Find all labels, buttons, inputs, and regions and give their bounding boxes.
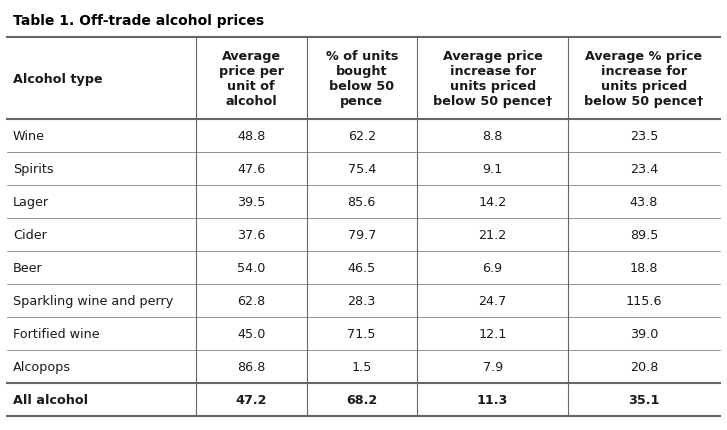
Text: 47.6: 47.6 (237, 163, 265, 176)
Text: 1.5: 1.5 (352, 360, 372, 373)
Text: 54.0: 54.0 (237, 261, 265, 275)
Text: Sparkling wine and perry: Sparkling wine and perry (13, 295, 173, 307)
Text: 85.6: 85.6 (348, 196, 376, 209)
Text: 35.1: 35.1 (628, 393, 659, 406)
Text: 24.7: 24.7 (478, 295, 507, 307)
Text: 37.6: 37.6 (237, 229, 265, 242)
Text: 9.1: 9.1 (483, 163, 503, 176)
Text: 62.8: 62.8 (237, 295, 265, 307)
Text: 11.3: 11.3 (477, 393, 508, 406)
Text: Fortified wine: Fortified wine (13, 327, 100, 340)
Text: 39.0: 39.0 (630, 327, 658, 340)
Text: 86.8: 86.8 (237, 360, 265, 373)
Text: 12.1: 12.1 (478, 327, 507, 340)
Text: 43.8: 43.8 (630, 196, 658, 209)
Text: 45.0: 45.0 (237, 327, 265, 340)
Text: Average % price
increase for
units priced
below 50 pence†: Average % price increase for units price… (585, 50, 704, 108)
Text: 62.2: 62.2 (348, 130, 376, 143)
Text: Wine: Wine (13, 130, 45, 143)
Text: Alcopops: Alcopops (13, 360, 71, 373)
Text: 39.5: 39.5 (237, 196, 265, 209)
Text: 48.8: 48.8 (237, 130, 265, 143)
Text: 20.8: 20.8 (630, 360, 658, 373)
Text: Spirits: Spirits (13, 163, 54, 176)
Text: 47.2: 47.2 (236, 393, 267, 406)
Text: 18.8: 18.8 (630, 261, 658, 275)
Text: Average
price per
unit of
alcohol: Average price per unit of alcohol (219, 50, 284, 108)
Text: 14.2: 14.2 (478, 196, 507, 209)
Text: 79.7: 79.7 (348, 229, 376, 242)
Text: 7.9: 7.9 (483, 360, 503, 373)
Text: 23.5: 23.5 (630, 130, 658, 143)
Text: All alcohol: All alcohol (13, 393, 88, 406)
Text: 71.5: 71.5 (348, 327, 376, 340)
Text: 8.8: 8.8 (483, 130, 503, 143)
Text: 23.4: 23.4 (630, 163, 658, 176)
Text: 115.6: 115.6 (626, 295, 662, 307)
Text: 68.2: 68.2 (346, 393, 377, 406)
Text: 6.9: 6.9 (483, 261, 502, 275)
Text: 46.5: 46.5 (348, 261, 376, 275)
Text: Table 1. Off-trade alcohol prices: Table 1. Off-trade alcohol prices (13, 14, 264, 28)
Text: Beer: Beer (13, 261, 43, 275)
Text: 28.3: 28.3 (348, 295, 376, 307)
Text: 89.5: 89.5 (630, 229, 658, 242)
Text: 21.2: 21.2 (478, 229, 507, 242)
Text: % of units
bought
below 50
pence: % of units bought below 50 pence (326, 50, 398, 108)
Text: Lager: Lager (13, 196, 49, 209)
Text: Average price
increase for
units priced
below 50 pence†: Average price increase for units priced … (433, 50, 553, 108)
Text: 75.4: 75.4 (348, 163, 376, 176)
Text: Cider: Cider (13, 229, 47, 242)
Text: Alcohol type: Alcohol type (13, 73, 103, 86)
